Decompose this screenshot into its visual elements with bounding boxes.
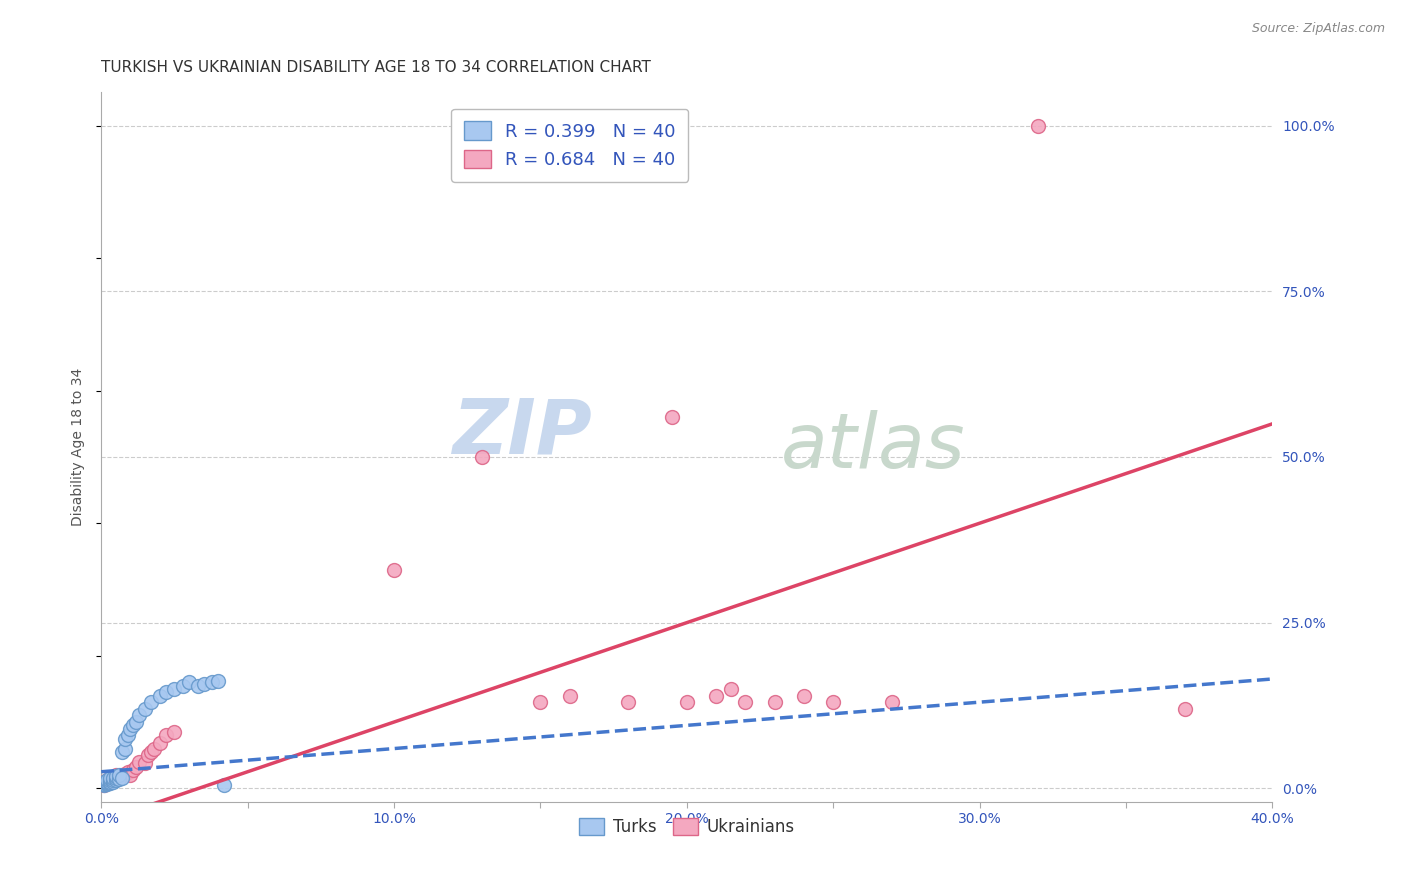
Point [880,695,903,709]
Point [101,774,124,789]
Point [114,731,136,746]
Point [155,685,177,699]
Point [93,778,115,792]
Point [114,741,136,756]
Point [104,769,127,783]
Point [111,771,134,785]
Point [96,774,118,789]
Point [96,773,118,788]
Point [763,695,786,709]
Point [104,772,127,786]
Point [120,768,142,782]
Point [125,760,148,774]
Point [720,681,742,696]
Point [201,675,224,690]
Point [107,769,129,783]
Point [104,773,127,788]
Point [793,689,815,703]
Legend: Turks, Ukrainians: Turks, Ukrainians [572,812,801,843]
Point [187,679,209,693]
Point [98,774,121,789]
Point [104,768,127,782]
Point [177,675,200,690]
Point [93,777,115,791]
Text: Source: ZipAtlas.com: Source: ZipAtlas.com [1251,22,1385,36]
Point [96,773,118,788]
Point [1026,119,1049,133]
Point [661,410,683,425]
Point [207,673,229,688]
Point [163,725,186,739]
Point [471,450,494,464]
Point [93,778,115,792]
Point [98,773,121,788]
Point [193,676,215,690]
Point [128,708,150,723]
Point [120,722,142,736]
Point [529,695,551,709]
Point [163,681,186,696]
Point [704,689,727,703]
Y-axis label: Disability Age 18 to 34: Disability Age 18 to 34 [72,368,86,526]
Point [111,745,134,759]
Point [139,745,162,759]
Point [155,728,177,742]
Point [107,768,129,782]
Point [134,702,156,716]
Point [93,775,115,789]
Point [114,766,136,780]
Point [101,773,124,788]
Point [122,763,145,777]
Point [117,764,139,779]
Point [98,774,121,789]
Point [98,772,121,786]
Point [142,741,165,756]
Point [96,777,118,791]
Point [101,772,124,787]
Point [104,772,127,786]
Text: atlas: atlas [780,410,965,484]
Point [675,695,697,709]
Point [212,778,235,792]
Point [382,563,405,577]
Point [1174,702,1197,716]
Point [96,776,118,790]
Point [134,756,156,771]
Point [101,771,124,785]
Point [93,774,115,789]
Point [125,714,148,729]
Point [128,755,150,769]
Point [558,689,581,703]
Point [98,776,121,790]
Point [136,748,159,763]
Point [172,679,194,693]
Point [98,772,121,786]
Point [149,736,172,750]
Point [139,695,162,709]
Point [122,718,145,732]
Text: ZIP: ZIP [453,396,593,470]
Point [149,689,172,703]
Point [111,768,134,782]
Point [617,695,640,709]
Point [117,728,139,742]
Point [107,772,129,786]
Point [823,695,845,709]
Text: TURKISH VS UKRAINIAN DISABILITY AGE 18 TO 34 CORRELATION CHART: TURKISH VS UKRAINIAN DISABILITY AGE 18 T… [101,60,651,75]
Point [96,776,118,790]
Point [734,695,756,709]
